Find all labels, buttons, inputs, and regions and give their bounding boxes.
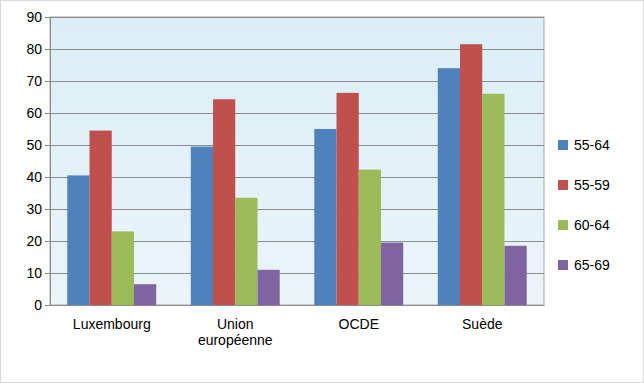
tick-mark: [45, 49, 50, 50]
tick-label: 30: [26, 201, 42, 217]
bar: [191, 147, 213, 305]
bar: [112, 231, 134, 305]
legend-swatch: [558, 260, 568, 270]
tick: Unioneuropéenne: [198, 316, 273, 348]
series: [67, 68, 460, 305]
tick-label: 90: [26, 9, 42, 25]
bar: [337, 93, 359, 305]
tick: 20: [26, 233, 50, 249]
tick-label: 70: [26, 73, 42, 89]
tick-mark: [45, 177, 50, 178]
tick-label: 10: [26, 265, 42, 281]
tick-mark: [45, 273, 50, 274]
tick: 10: [26, 265, 50, 281]
tick: 50: [26, 137, 50, 153]
legend: 55-64 55-59 60-64 65-69: [558, 137, 610, 273]
plot: 0 10 20 30 40 50 60 70 80 90 Luxembourg Unioneuropé…: [26, 9, 544, 348]
tick-mark: [45, 241, 50, 242]
tick-mark: [45, 145, 50, 146]
bar: [257, 270, 279, 305]
bar: [314, 129, 336, 305]
tick-label: 60: [26, 105, 42, 121]
legend-label: 55-59: [574, 177, 610, 193]
legend-item: 55-64: [558, 137, 610, 153]
grid: [50, 17, 544, 305]
bar: [235, 198, 257, 305]
x-axis: Luxembourg Unioneuropéenne OCDE Suède: [51, 306, 545, 349]
bar: [460, 44, 482, 305]
tick-label: 20: [26, 233, 42, 249]
tick: 40: [26, 169, 50, 185]
tick: Luxembourg: [73, 316, 151, 332]
legend-swatch: [558, 180, 568, 190]
tick-label: 40: [26, 169, 42, 185]
series: [134, 243, 527, 305]
tick-label: 80: [26, 41, 42, 57]
tick: 0: [34, 297, 50, 313]
tick-mark: [45, 81, 50, 82]
tick-label: 50: [26, 137, 42, 153]
tick-mark: [45, 305, 50, 306]
legend-swatch: [558, 140, 568, 150]
bar: [438, 68, 460, 305]
legend-swatch: [558, 220, 568, 230]
series: [112, 94, 505, 305]
y-axis: 0 10 20 30 40 50 60 70 80 90: [26, 9, 50, 313]
tick: 70: [26, 73, 50, 89]
tick-mark: [45, 113, 50, 114]
tick: OCDE: [339, 316, 379, 332]
tick-label: Unioneuropéenne: [198, 316, 273, 348]
chart: 0 10 20 30 40 50 60 70 80 90 Luxembourg Unioneuropé…: [0, 0, 644, 383]
bar: [482, 94, 504, 305]
legend-item: 55-59: [558, 177, 610, 193]
series: [90, 44, 483, 305]
tick: 80: [26, 41, 50, 57]
bar: [67, 175, 89, 305]
bar: [504, 246, 526, 305]
tick: 60: [26, 105, 50, 121]
tick-label: OCDE: [339, 316, 379, 332]
legend-label: 65-69: [574, 257, 610, 273]
tick: Suède: [462, 316, 503, 332]
axis-line: [51, 305, 545, 306]
legend-label: 60-64: [574, 217, 610, 233]
bar: [90, 131, 112, 305]
tick-label: Suède: [462, 316, 503, 332]
legend-item: 65-69: [558, 257, 610, 273]
legend-label: 55-64: [574, 137, 610, 153]
plot-area: [50, 17, 544, 305]
tick: 90: [26, 9, 50, 25]
tick-mark: [45, 17, 50, 18]
bar: [213, 99, 235, 305]
tick-mark: [45, 209, 50, 210]
tick-label: Luxembourg: [73, 316, 151, 332]
bar: [134, 284, 156, 305]
chart-frame: [1, 1, 644, 383]
legend-item: 60-64: [558, 217, 610, 233]
tick: 30: [26, 201, 50, 217]
axis-line: [45, 18, 51, 306]
bars: [67, 44, 526, 305]
tick-label: 0: [34, 297, 42, 313]
bar: [381, 243, 403, 305]
bar: [359, 170, 381, 305]
grid-line: [50, 17, 544, 18]
